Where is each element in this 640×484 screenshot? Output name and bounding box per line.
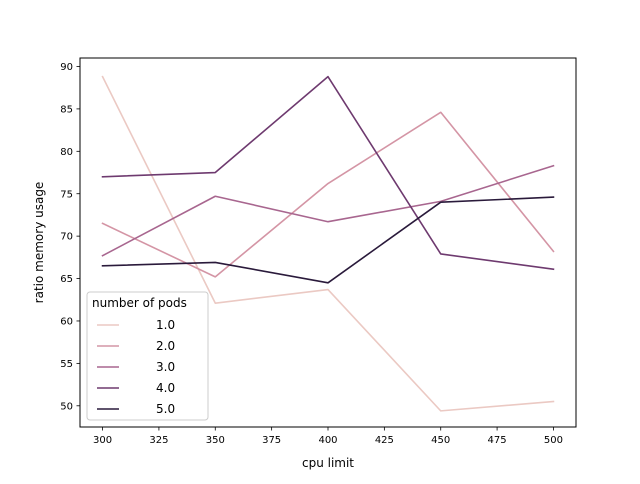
legend-entry-label: 1.0 (156, 318, 175, 332)
series-layer (101, 75, 555, 412)
x-axis: 300 325 350 375 400 425 450 475 500 (93, 427, 563, 446)
y-tick-label: 65 (60, 274, 73, 285)
legend-entry-label: 5.0 (156, 402, 175, 416)
legend-entry-label: 3.0 (156, 360, 175, 374)
y-tick-label: 50 (60, 401, 73, 412)
x-tick-label: 475 (488, 435, 507, 446)
y-tick-label: 80 (60, 147, 73, 158)
x-tick-label: 325 (149, 435, 168, 446)
x-tick-label: 375 (262, 435, 281, 446)
y-tick-label: 55 (60, 359, 73, 370)
series-line-1-0 (101, 75, 555, 412)
y-axis-label: ratio memory usage (32, 182, 46, 304)
legend-box (86, 291, 209, 421)
x-tick-label: 500 (544, 435, 563, 446)
series-line-5-0 (101, 196, 555, 284)
legend-entry-label: 4.0 (156, 381, 175, 395)
legend: number of pods 1.0 2.0 3.0 4.0 5.0 (86, 291, 209, 421)
y-tick-label: 75 (60, 189, 73, 200)
x-tick-label: 450 (431, 435, 450, 446)
series-line-4-0 (101, 75, 555, 271)
legend-entry-label: 2.0 (156, 339, 175, 353)
x-tick-label: 350 (206, 435, 225, 446)
y-tick-label: 60 (60, 317, 73, 328)
y-axis: 50 55 60 65 70 75 80 85 90 (60, 62, 80, 412)
x-tick-label: 400 (318, 435, 337, 446)
x-tick-label: 300 (93, 435, 112, 446)
y-tick-label: 90 (60, 62, 73, 73)
series-line-2-0 (101, 111, 555, 278)
legend-title: number of pods (92, 296, 187, 310)
y-tick-label: 70 (60, 232, 73, 243)
x-axis-label: cpu limit (302, 456, 354, 470)
x-tick-label: 425 (375, 435, 394, 446)
legend-items: 1.0 2.0 3.0 4.0 5.0 (97, 318, 175, 416)
y-tick-label: 85 (60, 104, 73, 115)
series-line-3-0 (101, 164, 555, 257)
